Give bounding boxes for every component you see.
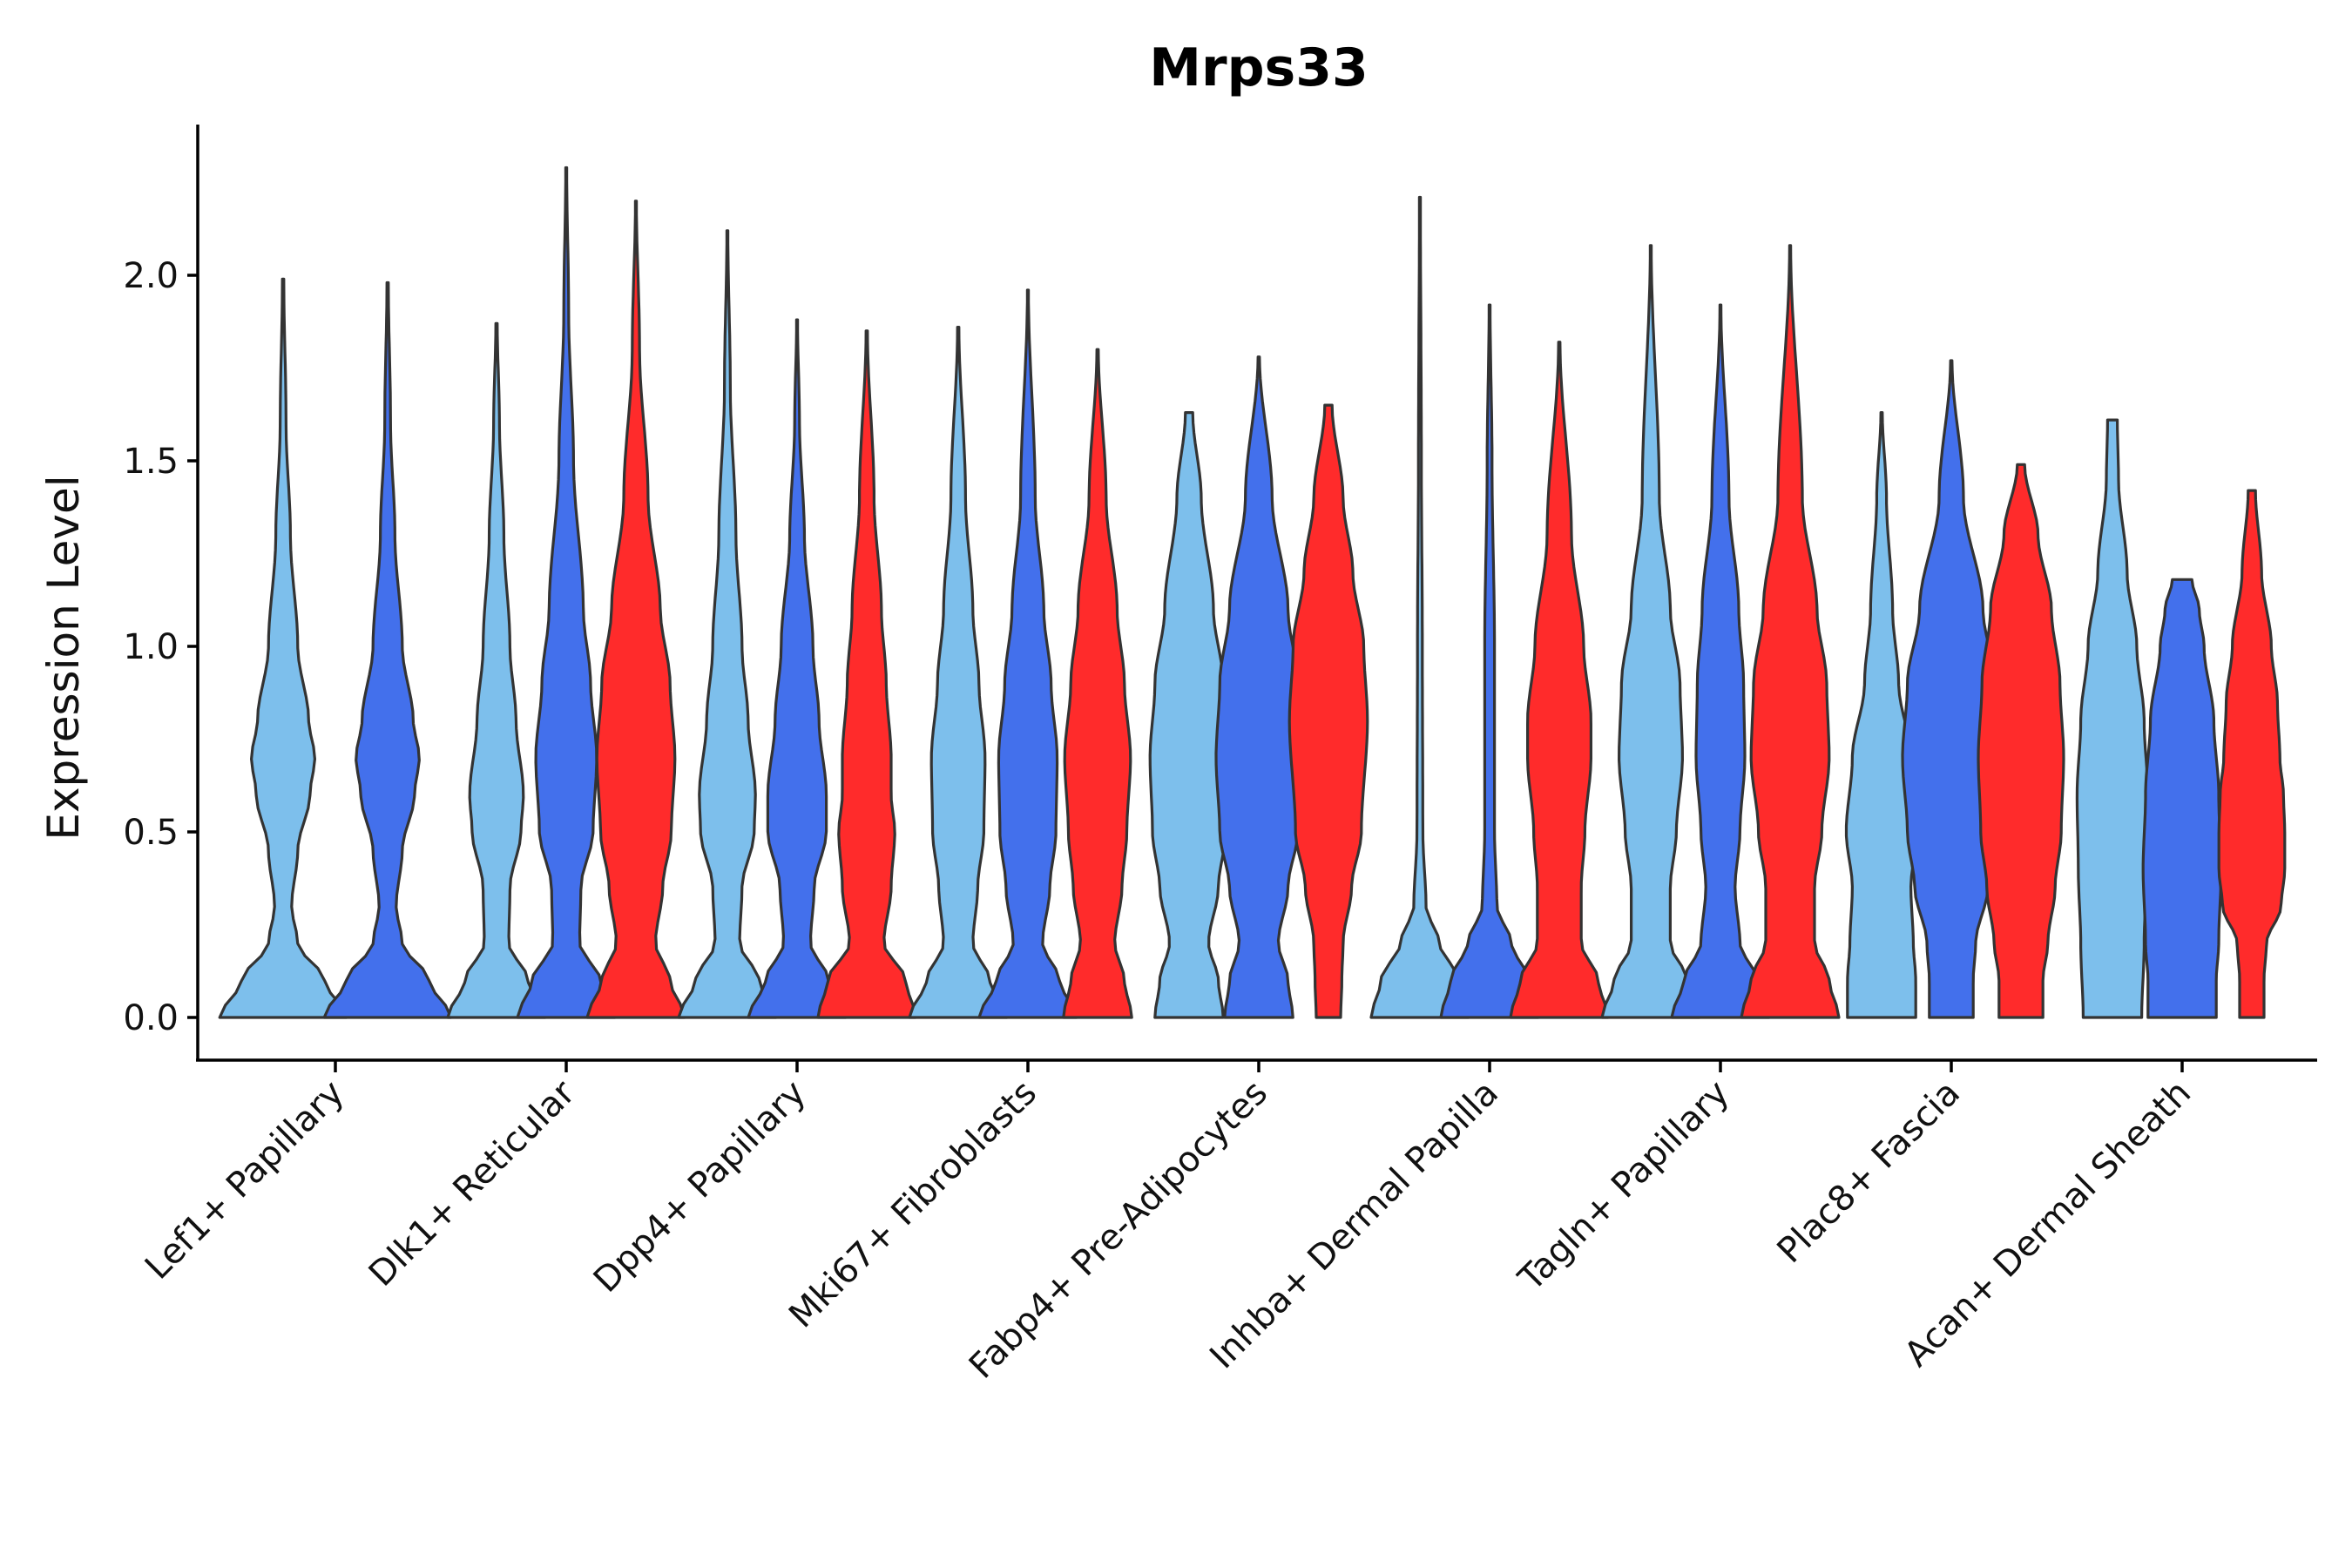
y-tick-label: 1.5: [123, 442, 179, 482]
violin-mki67-g2: [977, 288, 1078, 1019]
violin-dpp4-g1: [677, 229, 778, 1019]
violin-acan-g2: [2141, 578, 2223, 1019]
violin-acan-g1: [2075, 418, 2150, 1019]
violin-dpp4-g3: [816, 329, 917, 1019]
violin-fabp4-g1: [1148, 411, 1230, 1019]
y-tick-label: 0.5: [123, 813, 179, 853]
y-tick-label: 2.0: [123, 256, 179, 296]
chart-title: Mrps33: [1149, 37, 1368, 98]
y-tick-label: 1.0: [123, 627, 179, 667]
violin-tagln-g3: [1740, 244, 1841, 1019]
violin-fabp4-g3: [1288, 403, 1369, 1019]
violin-plac8-g3: [1977, 463, 2065, 1019]
x-tick-label: Dpp4+ Papillary: [586, 1073, 814, 1301]
violin-acan-g3: [2217, 489, 2287, 1019]
violin-dpp4-g2: [747, 318, 848, 1019]
violin-inhba-g1: [1369, 195, 1470, 1019]
x-tick-label: Tagln+ Papillary: [1511, 1073, 1737, 1300]
x-tick-label: Plac8+ Fascia: [1770, 1073, 1969, 1272]
x-tick-label: Dlk1+ Reticular: [362, 1072, 584, 1294]
violin-dlk1-g2: [516, 166, 617, 1019]
violin-lef1-g1: [218, 277, 348, 1019]
violin-inhba-g3: [1509, 341, 1610, 1019]
violin-lef1-g2: [322, 280, 453, 1019]
violin-dlk1-g3: [585, 199, 686, 1019]
violin-tagln-g2: [1670, 303, 1771, 1019]
x-tick-label: Lef1+ Papillary: [138, 1073, 352, 1288]
y-tick-label: 0.0: [123, 998, 179, 1038]
violin-mki67-g3: [1062, 348, 1133, 1019]
y-axis-label: Expression Level: [38, 475, 89, 840]
y-ticks: 0.0 0.5 1.0 1.5 2.0: [123, 256, 198, 1038]
violins-layer: [218, 166, 2287, 1019]
violin-dlk1-g1: [446, 321, 547, 1019]
violin-fabp4-g2: [1214, 355, 1303, 1019]
violin-tagln-g1: [1600, 244, 1701, 1019]
violin-inhba-g2: [1439, 303, 1540, 1019]
x-tick-label: Mki67+ Fibroblasts: [781, 1073, 1044, 1336]
x-ticks: Lef1+ Papillary Dlk1+ Reticular Dpp4+ Papi…: [138, 1060, 2199, 1387]
violin-mki67-g1: [908, 326, 1009, 1019]
